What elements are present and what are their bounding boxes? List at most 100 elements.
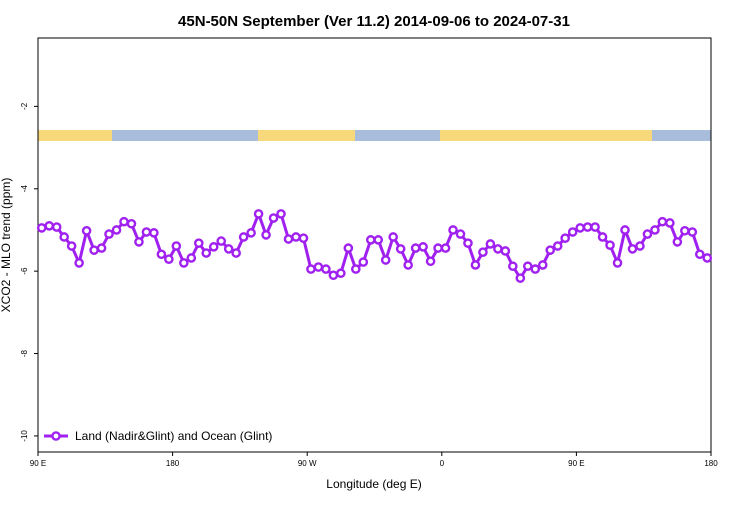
data-point	[216, 236, 227, 246]
ocean-band	[112, 130, 258, 141]
data-point	[321, 264, 331, 274]
ocean-band	[652, 130, 711, 141]
data-point	[575, 223, 585, 233]
data-point	[433, 243, 443, 253]
data-point	[388, 232, 398, 242]
y-tick-label: -10	[20, 430, 29, 442]
data-point	[552, 241, 563, 251]
data-point	[455, 229, 466, 239]
data-point	[283, 234, 294, 244]
chart-title: 45N-50N September (Ver 11.2) 2014-09-06 …	[178, 13, 570, 30]
data-point	[156, 249, 167, 260]
data-point	[36, 223, 47, 233]
data-point	[253, 209, 264, 219]
data-point	[545, 245, 556, 255]
ocean-band	[355, 130, 440, 141]
data-point	[313, 262, 324, 272]
data-point	[328, 270, 339, 281]
data-point	[238, 232, 249, 242]
data-point	[530, 264, 541, 274]
data-point	[51, 222, 62, 232]
data-point	[665, 218, 675, 228]
data-point	[201, 248, 212, 258]
data-point	[141, 227, 152, 237]
data-point	[687, 227, 698, 237]
data-point	[336, 268, 346, 279]
data-point	[365, 235, 376, 245]
data-point	[208, 242, 219, 252]
data-point	[680, 225, 690, 236]
data-point	[291, 232, 301, 242]
data-point	[261, 230, 271, 240]
x-tick-label: 90 W	[298, 459, 317, 468]
land-band	[38, 130, 112, 141]
data-point	[657, 216, 668, 227]
x-tick-label: 90 E	[568, 459, 584, 468]
data-point	[478, 247, 488, 258]
data-point	[66, 241, 77, 251]
data-point	[44, 221, 55, 231]
legend-label: Land (Nadir&Glint) and Ocean (Glint)	[75, 429, 272, 443]
data-point	[96, 243, 107, 253]
data-point	[373, 235, 384, 245]
data-point	[134, 237, 144, 247]
y-tick-label: -6	[20, 267, 29, 275]
x-tick-label: 0	[440, 459, 445, 468]
data-point	[403, 260, 413, 270]
data-point	[179, 258, 189, 268]
land-band	[258, 130, 355, 141]
data-point	[448, 225, 458, 235]
x-axis-label: Longitude (deg E)	[326, 477, 421, 491]
data-point	[567, 227, 578, 237]
data-point	[276, 209, 286, 219]
x-tick-label: 180	[166, 459, 180, 468]
data-point	[440, 243, 451, 253]
data-point	[193, 238, 204, 248]
data-point	[508, 261, 518, 272]
data-point	[627, 244, 638, 254]
data-point	[119, 216, 129, 227]
x-tick-label: 180	[704, 459, 718, 468]
data-point	[418, 242, 428, 252]
data-point	[612, 258, 623, 268]
y-axis-label: XCO2 - MLO trend (ppm)	[0, 178, 13, 313]
data-point	[74, 258, 84, 268]
data-point	[650, 225, 660, 235]
data-point	[515, 273, 526, 283]
data-point	[395, 244, 406, 254]
data-point	[149, 228, 159, 238]
land-band	[440, 130, 652, 141]
data-point	[306, 264, 316, 274]
data-point	[380, 255, 391, 265]
data-point	[358, 257, 369, 267]
data-point	[485, 239, 496, 249]
plot-frame	[37, 37, 712, 453]
data-point	[104, 229, 114, 239]
data-point	[111, 225, 122, 235]
data-point	[246, 228, 256, 238]
data-point	[493, 244, 503, 254]
data-point	[343, 243, 354, 253]
y-tick-label: -4	[20, 185, 29, 193]
data-point	[268, 213, 279, 223]
data-point	[500, 246, 511, 256]
data-point	[81, 225, 92, 236]
data-point	[171, 241, 182, 251]
data-point	[702, 253, 713, 263]
data-point	[231, 248, 241, 258]
data-point	[425, 256, 436, 267]
data-point	[694, 249, 705, 260]
data-point	[470, 260, 481, 270]
data-point	[522, 261, 533, 272]
data-point	[672, 237, 683, 247]
data-point	[59, 232, 69, 242]
data-point	[89, 245, 99, 255]
y-tick-label: -8	[20, 349, 29, 357]
data-point	[186, 253, 197, 263]
data-point	[620, 225, 630, 235]
data-point	[126, 218, 137, 229]
x-tick-label: 90 E	[30, 459, 46, 468]
y-tick-label: -2	[20, 102, 29, 110]
data-point	[351, 264, 361, 274]
data-point	[597, 232, 608, 242]
